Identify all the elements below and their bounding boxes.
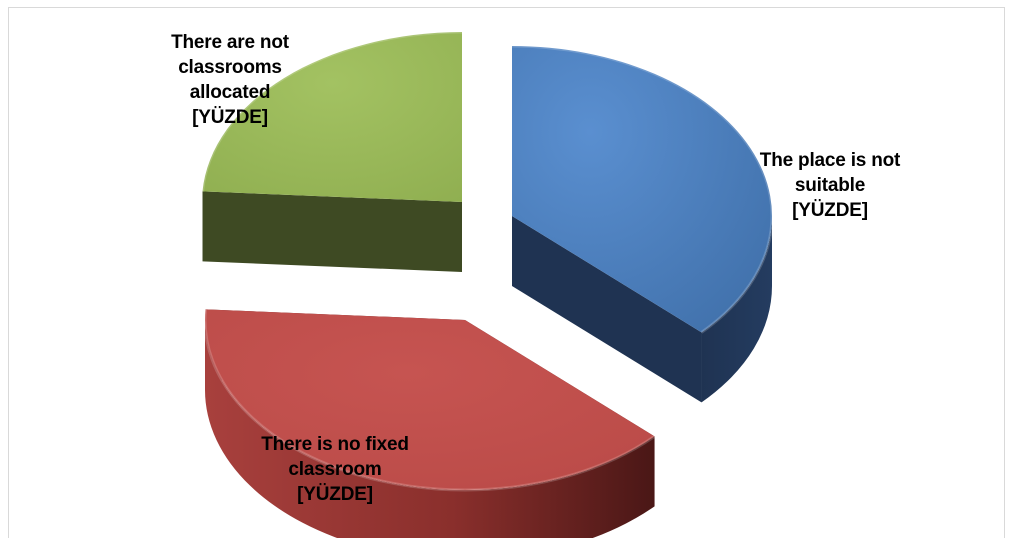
slice-label-fixed: There is no fixed classroom [YÜZDE] [261,434,409,505]
slice-label-alloc: There are not classrooms allocated [YÜZD… [171,32,289,128]
chart-frame [8,7,1005,538]
slice-fixed-outer-wall-0 [205,320,655,538]
slice-place-outer-wall-0 [701,216,773,403]
slice-label-place: The place is not suitable [YÜZDE] [759,150,901,221]
slice-place-top-face [512,46,772,333]
slice-fixed-top-face [205,309,655,491]
slice-place-cut-face-1 [512,216,702,403]
slice-fixed-rim [203,309,656,492]
slice-alloc [201,30,463,272]
slice-place-rim [511,44,774,334]
slice-alloc-top-face [202,32,462,202]
slice-alloc-rim [201,30,463,192]
slice-alloc-cut-face-0 [202,191,462,272]
slice-fixed [203,309,656,538]
slice-place [511,44,774,403]
